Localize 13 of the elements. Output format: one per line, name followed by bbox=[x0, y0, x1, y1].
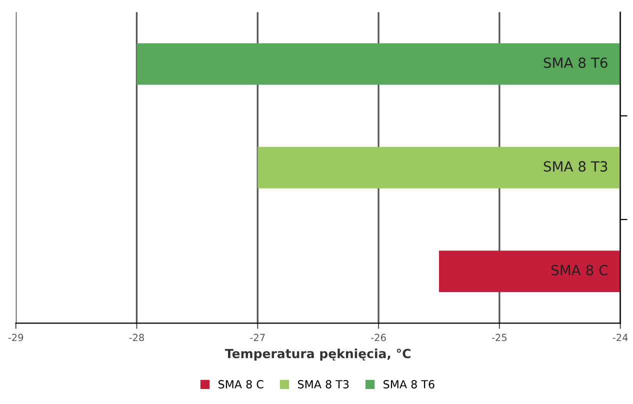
legend-label: SMA 8 T6 bbox=[384, 380, 434, 388]
x-axis-title: Temperatura pęknięcia, °C bbox=[225, 348, 410, 361]
legend-label: SMA 8 C bbox=[218, 380, 264, 388]
text: SMA 8 T6 bbox=[544, 57, 608, 68]
x-tick-label: -26 bbox=[371, 334, 386, 342]
legend-label: SMA 8 T3 bbox=[298, 380, 349, 388]
x-tick-label: -28 bbox=[129, 334, 144, 342]
x-tick-label: -25 bbox=[492, 334, 507, 342]
x-tick-label: -24 bbox=[612, 334, 628, 342]
x-tick-label: -29 bbox=[8, 334, 24, 342]
text: SMA 8 C bbox=[552, 264, 608, 276]
x-tick-label: -27 bbox=[250, 334, 265, 342]
text: SMA 8 T3 bbox=[544, 161, 608, 172]
